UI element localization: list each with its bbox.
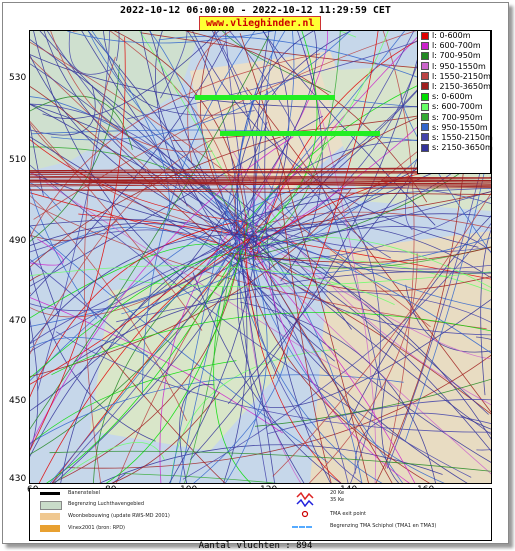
legend-label: s: 0-600m <box>432 92 472 101</box>
chart-frame: 2022-10-12 06:00:00 - 2022-10-12 11:29:5… <box>2 2 509 544</box>
legend-swatch <box>421 52 429 60</box>
legend-label: s: 600-700m <box>432 102 483 111</box>
key-runway: Banenstelsel <box>68 489 100 498</box>
legend-item: l: 1550-2150m <box>418 72 490 82</box>
tma-exit-icon <box>301 510 309 518</box>
legend-swatch <box>421 62 429 70</box>
housing-swatch <box>40 513 60 520</box>
key-contour-35: 35 Ke <box>330 496 344 505</box>
legend-item: l: 950-1550m <box>418 62 490 72</box>
key-tma-exit: TMA exit point <box>330 510 366 519</box>
map-key: Banenstelsel Begrenzing Luchthavengebied… <box>29 488 492 541</box>
land-patch <box>310 231 491 483</box>
legend-item: s: 950-1550m <box>418 123 490 133</box>
legend-label: l: 1550-2150m <box>432 72 491 81</box>
legend-label: l: 2150-3650m <box>432 82 491 91</box>
legend-label: s: 950-1550m <box>432 123 488 132</box>
legend-swatch <box>421 103 429 111</box>
legend-label: l: 0-600m <box>432 31 471 40</box>
y-tick-490: 490 <box>9 236 26 246</box>
page-title: 2022-10-12 06:00:00 - 2022-10-12 11:29:5… <box>3 5 508 16</box>
y-tick-530: 530 <box>9 73 26 83</box>
y-tick-450: 450 <box>9 396 26 406</box>
key-housing: Woonbebouwing (update RWS-MD 2001) <box>68 512 170 521</box>
legend-item: l: 700-950m <box>418 51 490 61</box>
y-tick-430: 430 <box>9 474 26 484</box>
legend-item: s: 700-950m <box>418 113 490 123</box>
airport-boundary-swatch <box>40 501 62 510</box>
legend-item: l: 600-700m <box>418 41 490 51</box>
legend-swatch <box>421 93 429 101</box>
legend-swatch <box>421 133 429 141</box>
legend-item: s: 2150-3650m <box>418 143 490 153</box>
legend-swatch <box>421 123 429 131</box>
key-tma-boundary: Begrenzing TMA Schiphol (TMA1 en TMA3) <box>330 522 436 531</box>
legend-swatch <box>421 113 429 121</box>
legend-swatch <box>421 82 429 90</box>
legend-label: s: 2150-3650m <box>432 143 493 152</box>
vinex-swatch <box>40 525 60 532</box>
runway-track-bundle <box>220 131 380 136</box>
legend-label: l: 600-700m <box>432 41 481 50</box>
tma-boundary-swatch <box>292 526 312 530</box>
legend-label: s: 700-950m <box>432 113 483 122</box>
y-tick-470: 470 <box>9 316 26 326</box>
legend-label: s: 1550-2150m <box>432 133 493 142</box>
legend-swatch <box>421 42 429 50</box>
key-airport-boundary: Begrenzing Luchthavengebied <box>68 500 144 509</box>
key-vinex: Vinex2001 (bron: RPD) <box>68 524 125 533</box>
legend-item: s: 600-700m <box>418 102 490 112</box>
legend-item: l: 2150-3650m <box>418 82 490 92</box>
legend-item: s: 0-600m <box>418 92 490 102</box>
legend-swatch <box>421 72 429 80</box>
legend-swatch <box>421 32 429 40</box>
legend-item: s: 1550-2150m <box>418 133 490 143</box>
legend-item: l: 0-600m <box>418 31 490 41</box>
legend-label: l: 950-1550m <box>432 62 486 71</box>
contour-icon <box>295 491 315 507</box>
legend-label: l: 700-950m <box>432 51 481 60</box>
runway-swatch <box>40 492 60 495</box>
legend-swatch <box>421 144 429 152</box>
y-tick-510: 510 <box>9 155 26 165</box>
brand-badge[interactable]: www.vlieghinder.nl <box>199 16 321 31</box>
runway-track-bundle <box>195 95 335 100</box>
